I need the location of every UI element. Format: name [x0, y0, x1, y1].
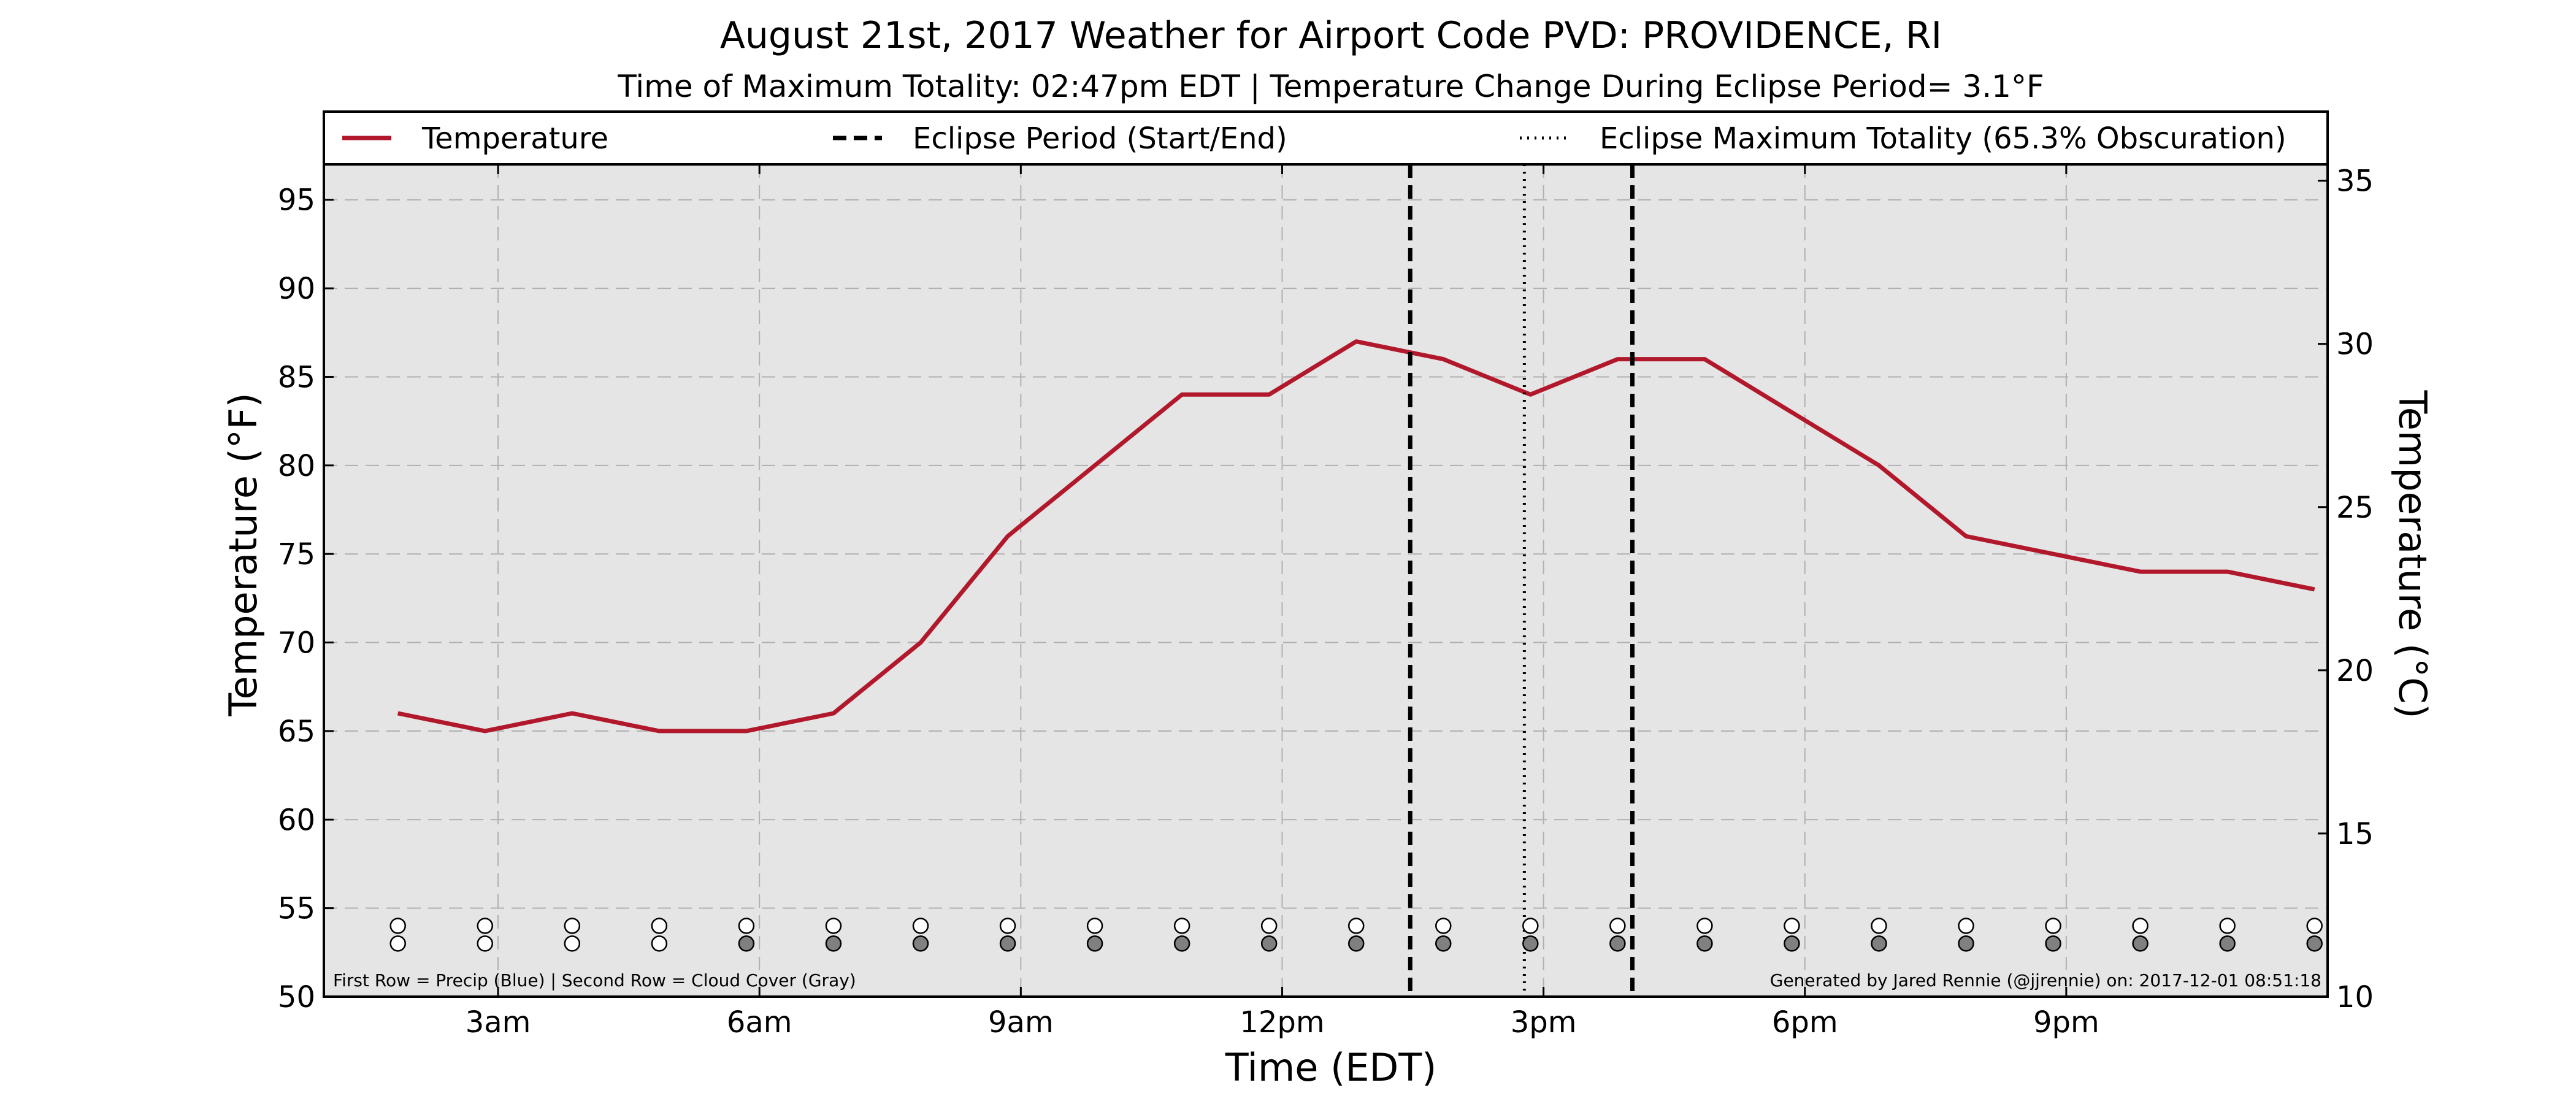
precip-marker	[1609, 918, 1626, 934]
legend-label: Temperature	[421, 121, 608, 156]
cloud-marker	[2219, 935, 2236, 952]
cloud-marker	[389, 935, 406, 952]
cloud-marker	[912, 935, 929, 952]
precip-marker	[2045, 918, 2061, 934]
legend: Temperature Eclipse Period (Start/End) Ecl…	[323, 110, 2329, 166]
cloud-marker	[1086, 935, 1103, 952]
cloud-marker	[2132, 935, 2149, 952]
cloud-marker	[1173, 935, 1190, 952]
legend-label: Eclipse Maximum Totality (65.3% Obscurat…	[1600, 121, 2287, 156]
precip-marker	[564, 918, 581, 934]
precip-marker	[738, 918, 755, 934]
plot-background	[324, 164, 2328, 997]
y-tick-label-right: 30	[2336, 328, 2374, 362]
axes: 3am 6am 9am 12pm 3pm 6pm 9pm 50 55 60 65 70 75 80 85 90…	[278, 163, 2374, 1040]
y-tick-label-right: 20	[2336, 654, 2374, 688]
y-tick-label: 55	[278, 892, 315, 926]
cloud-marker	[1784, 935, 1800, 952]
y-tick-label: 65	[278, 715, 315, 749]
precip-marker	[1871, 918, 1887, 934]
y-tick-label: 90	[278, 272, 315, 306]
y-tick-label-right: 35	[2336, 164, 2374, 199]
precip-marker	[1173, 918, 1190, 934]
y-tick-label: 70	[278, 626, 315, 661]
x-tick-label: 3am	[466, 1005, 531, 1040]
y-tick-label-right: 15	[2336, 817, 2374, 851]
cloud-marker	[1958, 935, 1974, 952]
y-tick-label: 50	[278, 980, 315, 1014]
x-tick-label: 3pm	[1511, 1005, 1577, 1040]
precip-marker	[1696, 918, 1713, 934]
footnote-right: Generated by Jared Rennie (@jjrennie) on…	[1770, 970, 2321, 991]
x-tick-label: 9pm	[2033, 1005, 2099, 1040]
precip-marker	[825, 918, 842, 934]
y-tick-label: 60	[278, 803, 315, 837]
chart-title: August 21st, 2017 Weather for Airport Co…	[720, 14, 1942, 57]
x-axis-label: Time (EDT)	[1225, 1045, 1437, 1090]
precip-marker	[1958, 918, 1974, 934]
cloud-marker	[1696, 935, 1713, 952]
cloud-marker	[1435, 935, 1452, 952]
precip-marker	[2132, 918, 2149, 934]
precip-marker	[1260, 918, 1278, 934]
cloud-marker	[1347, 935, 1365, 952]
y-axis-label: Temperature (°F)	[221, 393, 266, 716]
precip-marker	[1784, 918, 1800, 934]
x-tick-label: 12pm	[1240, 1005, 1324, 1040]
cloud-marker	[2045, 935, 2061, 952]
precip-marker	[1086, 918, 1103, 934]
precip-marker	[912, 918, 929, 934]
plot-frame	[323, 163, 2329, 998]
precip-marker	[999, 918, 1016, 934]
y-tick-label: 80	[278, 449, 315, 483]
cloud-marker	[2306, 935, 2323, 952]
y-tick-label: 95	[278, 183, 315, 218]
footnote-left: First Row = Precip (Blue) | Second Row =…	[333, 970, 856, 991]
y-tick-label-right: 10	[2336, 980, 2374, 1014]
precip-marker	[651, 918, 668, 934]
y-tick-label-right: 25	[2336, 491, 2374, 525]
x-tick-label: 6am	[727, 1005, 792, 1040]
precip-marker	[2306, 918, 2323, 934]
plot-area	[324, 164, 2328, 997]
cloud-marker	[564, 935, 581, 952]
cloud-marker	[1522, 935, 1539, 952]
precip-marker	[477, 918, 494, 934]
y-tick-label: 85	[278, 360, 315, 394]
precip-marker	[1435, 918, 1452, 934]
cloud-marker	[825, 935, 842, 952]
cloud-marker	[999, 935, 1016, 952]
x-tick-label: 6pm	[1772, 1005, 1838, 1040]
precip-marker	[389, 918, 406, 934]
cloud-marker	[1260, 935, 1278, 952]
precip-marker	[1522, 918, 1539, 934]
legend-label: Eclipse Period (Start/End)	[913, 121, 1287, 156]
cloud-marker	[477, 935, 494, 952]
y-axis-label-right: Temperature (°C)	[2390, 389, 2435, 718]
precip-marker	[1347, 918, 1365, 934]
cloud-marker	[651, 935, 668, 952]
precip-marker	[2219, 918, 2236, 934]
y-tick-label: 75	[278, 537, 315, 572]
chart-subtitle: Time of Maximum Totality: 02:47pm EDT | …	[617, 69, 2044, 104]
cloud-marker	[738, 935, 755, 952]
x-tick-label: 9am	[988, 1005, 1054, 1040]
cloud-marker	[1871, 935, 1887, 952]
cloud-marker	[1609, 935, 1626, 952]
